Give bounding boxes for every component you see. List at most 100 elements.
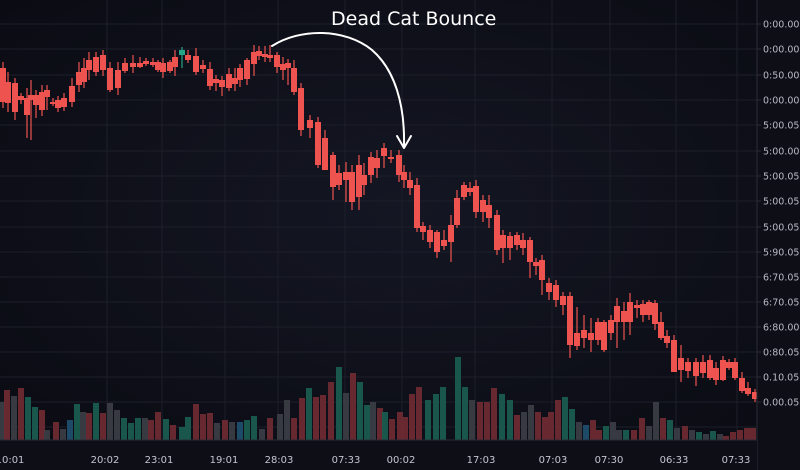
candle[interactable] (93, 52, 99, 76)
candle[interactable] (24, 88, 30, 138)
candle[interactable] (567, 292, 573, 358)
candle[interactable] (621, 302, 627, 340)
time-axis-panel[interactable] (0, 440, 757, 470)
candle[interactable] (627, 293, 633, 335)
candle[interactable] (143, 58, 149, 66)
candle[interactable] (467, 182, 473, 196)
candle[interactable] (745, 382, 751, 396)
candle[interactable] (219, 76, 225, 96)
candle[interactable] (700, 355, 706, 378)
candle[interactable] (81, 58, 87, 88)
candle[interactable] (752, 389, 758, 402)
candle[interactable] (251, 45, 257, 76)
candle[interactable] (671, 335, 677, 372)
candle[interactable] (514, 232, 520, 250)
candle[interactable] (44, 85, 50, 110)
candle[interactable] (69, 78, 75, 107)
candle[interactable] (685, 358, 691, 378)
candle[interactable] (298, 83, 304, 136)
candle[interactable] (388, 150, 394, 163)
candle[interactable] (185, 50, 191, 63)
candle[interactable] (193, 48, 199, 75)
candle[interactable] (726, 359, 732, 370)
candle[interactable] (381, 143, 387, 168)
candle[interactable] (39, 85, 45, 116)
candle[interactable] (86, 52, 92, 80)
candle[interactable] (480, 195, 486, 222)
price-axis-panel[interactable] (757, 0, 800, 470)
candle[interactable] (401, 165, 407, 188)
candle[interactable] (18, 93, 24, 104)
candle[interactable] (285, 59, 291, 85)
candle[interactable] (595, 318, 601, 345)
candle[interactable] (614, 298, 620, 348)
candle[interactable] (226, 68, 232, 91)
candle[interactable] (486, 195, 492, 228)
candle[interactable] (61, 93, 67, 111)
candle[interactable] (581, 315, 587, 348)
candle[interactable] (291, 60, 297, 95)
candle[interactable] (500, 230, 506, 263)
candle[interactable] (454, 190, 460, 228)
candle[interactable] (150, 58, 156, 67)
candle[interactable] (407, 172, 413, 195)
candle[interactable] (448, 215, 454, 262)
candle[interactable] (494, 210, 500, 255)
candle[interactable] (427, 225, 433, 248)
candle[interactable] (546, 278, 552, 300)
candle[interactable] (237, 64, 243, 87)
candle[interactable] (646, 300, 652, 320)
candle[interactable] (739, 372, 745, 393)
candle[interactable] (155, 60, 161, 72)
candle[interactable] (349, 165, 355, 210)
candle[interactable] (200, 60, 206, 73)
candle[interactable] (361, 163, 367, 195)
candle[interactable] (122, 58, 128, 73)
candle[interactable] (374, 150, 380, 178)
candle[interactable] (267, 45, 273, 62)
candle[interactable] (608, 315, 614, 340)
candle[interactable] (12, 78, 18, 120)
candle[interactable] (213, 75, 219, 91)
candle[interactable] (5, 72, 11, 112)
candle[interactable] (634, 300, 640, 318)
candle[interactable] (330, 152, 336, 200)
candle[interactable] (356, 155, 362, 210)
candle[interactable] (527, 237, 533, 278)
candle[interactable] (55, 96, 61, 112)
candle[interactable] (707, 355, 713, 380)
candle[interactable] (256, 46, 262, 60)
candle[interactable] (76, 62, 82, 92)
candle[interactable] (232, 68, 238, 91)
candle[interactable] (137, 57, 143, 68)
candle[interactable] (0, 62, 6, 108)
candle[interactable] (713, 362, 719, 385)
candle[interactable] (658, 312, 664, 340)
candle[interactable] (315, 117, 321, 168)
candle[interactable] (322, 130, 328, 170)
candle[interactable] (441, 230, 447, 250)
candle[interactable] (172, 50, 178, 76)
candle[interactable] (414, 178, 420, 232)
candle[interactable] (461, 182, 467, 200)
candle[interactable] (274, 52, 280, 73)
candle[interactable] (507, 232, 513, 260)
candle[interactable] (160, 58, 166, 78)
candle[interactable] (244, 58, 250, 85)
candle[interactable] (179, 47, 185, 68)
candle[interactable] (553, 280, 559, 307)
candle[interactable] (262, 46, 268, 62)
candle[interactable] (434, 230, 440, 258)
candle[interactable] (420, 222, 426, 240)
candle[interactable] (720, 356, 726, 381)
candle[interactable] (693, 358, 699, 386)
candle[interactable] (207, 62, 213, 90)
candle[interactable] (473, 180, 479, 218)
candle[interactable] (307, 115, 313, 138)
candle[interactable] (107, 62, 113, 92)
candle[interactable] (640, 300, 646, 322)
candle[interactable] (50, 98, 56, 106)
candle[interactable] (167, 60, 173, 73)
